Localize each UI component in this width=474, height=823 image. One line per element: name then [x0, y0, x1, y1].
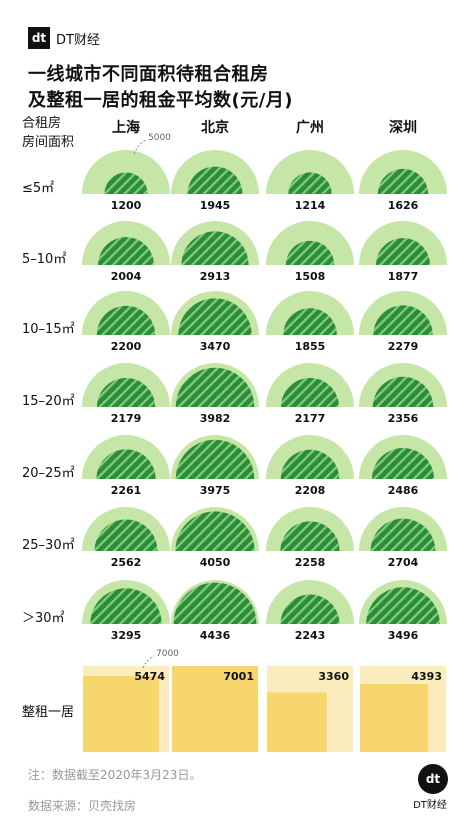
rent-value-label: 3470 [200, 340, 231, 353]
dt-logo: dt DT财经 [28, 27, 100, 49]
rent-semicircle [280, 449, 340, 479]
rent-semicircle [175, 511, 255, 551]
area-label: 20–25㎡ [22, 466, 75, 481]
rent-semicircle [376, 238, 430, 265]
rent-value-label: 1508 [295, 270, 326, 283]
rent-semicircle [96, 449, 156, 479]
area-label: 10–15㎡ [22, 322, 75, 337]
row-header-line-2: 房间面积 [22, 134, 74, 150]
rent-square-value-label: 5474 [134, 670, 165, 683]
rent-square-value-label: 3360 [318, 670, 349, 683]
rent-value-label: 2177 [295, 412, 326, 425]
rent-value-label: 2200 [111, 340, 142, 353]
rent-value-label: 2562 [111, 556, 142, 569]
rent-value-label: 2279 [388, 340, 419, 353]
rent-semicircle [280, 521, 340, 551]
row-header-line-1: 合租房 [22, 115, 61, 131]
rent-semicircle [373, 305, 433, 335]
rent-semicircle [280, 594, 340, 624]
rent-value-label: 1214 [295, 199, 326, 212]
chart-title-line-1: 一线城市不同面积待租合租房 [28, 64, 269, 85]
rent-semicircle [377, 168, 429, 194]
rent-semicircle [181, 231, 249, 265]
rent-value-label: 3975 [200, 484, 231, 497]
rent-value-label: 3982 [200, 412, 231, 425]
area-label: 25–30㎡ [22, 538, 75, 553]
rent-semicircle [371, 448, 435, 479]
rent-semicircle [283, 308, 337, 335]
rent-square-value-label: 7001 [223, 670, 254, 683]
city-header: 深圳 [389, 119, 417, 136]
rent-semicircle [175, 439, 255, 479]
dt-logo-bottom: dt DT财经 [413, 764, 453, 811]
rent-square-value-label: 4393 [411, 670, 442, 683]
rent-semicircle [90, 588, 162, 624]
rent-semicircle [285, 240, 335, 265]
rent-semicircle [187, 166, 243, 194]
logo-mark-bottom: dt [418, 764, 448, 794]
rent-value-label: 2356 [388, 412, 419, 425]
rent-value-label: 2208 [295, 484, 326, 497]
rent-value-label: 2004 [111, 270, 142, 283]
rent-value-label: 3295 [111, 629, 142, 642]
rent-value-label: 1200 [111, 199, 142, 212]
rent-semicircle [173, 582, 257, 624]
rent-value-label: 1877 [388, 270, 419, 283]
reference-label-7000: 7000 [156, 649, 179, 659]
rent-semicircle [372, 376, 434, 407]
area-label: ≤5㎡ [22, 181, 54, 196]
rent-semicircle [370, 518, 436, 551]
city-header: 上海 [112, 119, 140, 136]
rent-semicircle [280, 377, 340, 407]
reference-halo-5000 [266, 150, 354, 194]
brand-name-bottom: DT财经 [413, 800, 447, 811]
brand-name: DT财经 [56, 32, 100, 48]
area-label: ＞30㎡ [22, 611, 65, 626]
reference-pointer [142, 655, 155, 669]
rent-square [83, 675, 160, 752]
rent-semicircle [104, 172, 148, 194]
reference-pointer [133, 139, 147, 155]
rent-semicircle [96, 305, 156, 335]
rent-semicircle [288, 172, 332, 194]
rent-value-label: 3496 [388, 629, 419, 642]
reference-halo-5000 [82, 150, 170, 194]
rent-semicircle [178, 298, 252, 335]
logo-mark: dt [28, 27, 50, 49]
rent-semicircle [366, 587, 440, 624]
rent-semicircle [96, 377, 156, 407]
area-label: 5–10㎡ [22, 252, 66, 267]
rent-semicircle [98, 237, 154, 265]
data-note: 注：数据截至2020年3月23日。 [28, 768, 202, 782]
rent-value-label: 2243 [295, 629, 326, 642]
rent-value-label: 4050 [200, 556, 231, 569]
rent-semicircle [94, 519, 158, 551]
rent-value-label: 2486 [388, 484, 419, 497]
rent-square [360, 683, 429, 752]
city-header: 广州 [296, 119, 324, 136]
reference-label-5000: 5000 [148, 133, 171, 143]
rent-value-label: 2258 [295, 556, 326, 569]
rent-value-label: 2913 [200, 270, 231, 283]
rent-value-label: 2179 [111, 412, 142, 425]
area-label: 15–20㎡ [22, 394, 75, 409]
rent-value-label: 2704 [388, 556, 419, 569]
rent-value-label: 1626 [388, 199, 419, 212]
rent-value-label: 1945 [200, 199, 231, 212]
rent-square [267, 692, 327, 752]
rent-value-label: 2261 [111, 484, 142, 497]
whole-rent-label: 整租一居 [22, 705, 74, 720]
rent-square [172, 666, 258, 752]
rent-value-label: 4436 [200, 629, 231, 642]
data-source: 数据来源：贝壳找房 [28, 799, 137, 813]
chart-title-line-2: 及整租一居的租金平均数(元/月) [28, 90, 294, 111]
rent-value-label: 1855 [295, 340, 326, 353]
city-header: 北京 [201, 119, 229, 136]
rent-semicircle [175, 367, 255, 407]
